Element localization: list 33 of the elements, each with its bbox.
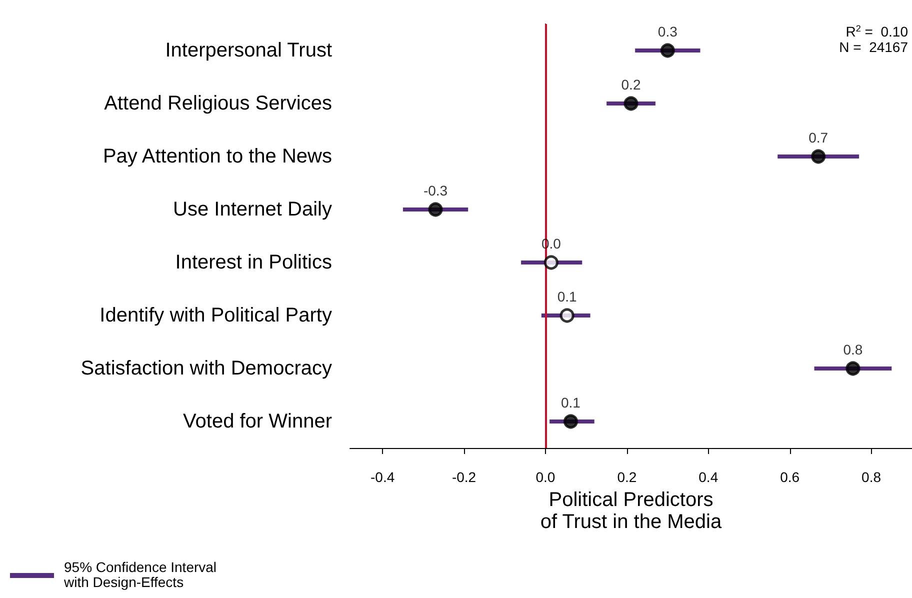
y-tick-label: Identify with Political Party <box>100 304 332 326</box>
x-tick-label: -0.2 <box>452 469 476 485</box>
y-tick-label: Voted for Winner <box>183 410 332 432</box>
point <box>660 43 675 58</box>
x-tick-label: 0.4 <box>698 469 718 485</box>
text: 95% Confidence Interval with Design-Effects <box>64 559 217 590</box>
x-tick-label: 0.6 <box>780 469 800 485</box>
x-tick-label: 0.8 <box>862 469 882 485</box>
y-tick-label: Use Internet Daily <box>173 198 332 220</box>
point <box>563 414 578 429</box>
data-label: 0.1 <box>557 288 578 304</box>
data-label: 0.7 <box>808 129 828 146</box>
x-tick-label: -0.4 <box>370 469 395 485</box>
data-label: -0.3 <box>423 182 448 198</box>
x-tick-label: 0.0 <box>536 469 556 485</box>
point <box>544 255 558 270</box>
x-tick-label: 0.2 <box>617 469 637 485</box>
point <box>811 149 826 164</box>
point <box>624 96 638 111</box>
point <box>560 308 574 323</box>
annotation: N = 24167 <box>839 39 908 55</box>
point <box>428 202 443 217</box>
data-label: 0.2 <box>621 76 641 92</box>
data-label: 0.3 <box>658 23 678 40</box>
data-label: 0.8 <box>843 341 863 358</box>
y-tick-label: Interest in Politics <box>175 252 332 274</box>
y-tick-label: Attend Religious Services <box>104 92 332 114</box>
y-tick-label: Satisfaction with Democracy <box>80 358 332 380</box>
y-tick-label: Pay Attention to the News <box>102 146 332 168</box>
x-axis-title: Political Predictors of Trust in the Media <box>540 488 722 533</box>
data-label: 0.1 <box>560 394 581 410</box>
point <box>846 361 860 376</box>
y-tick-label: Interpersonal Trust <box>165 40 332 62</box>
